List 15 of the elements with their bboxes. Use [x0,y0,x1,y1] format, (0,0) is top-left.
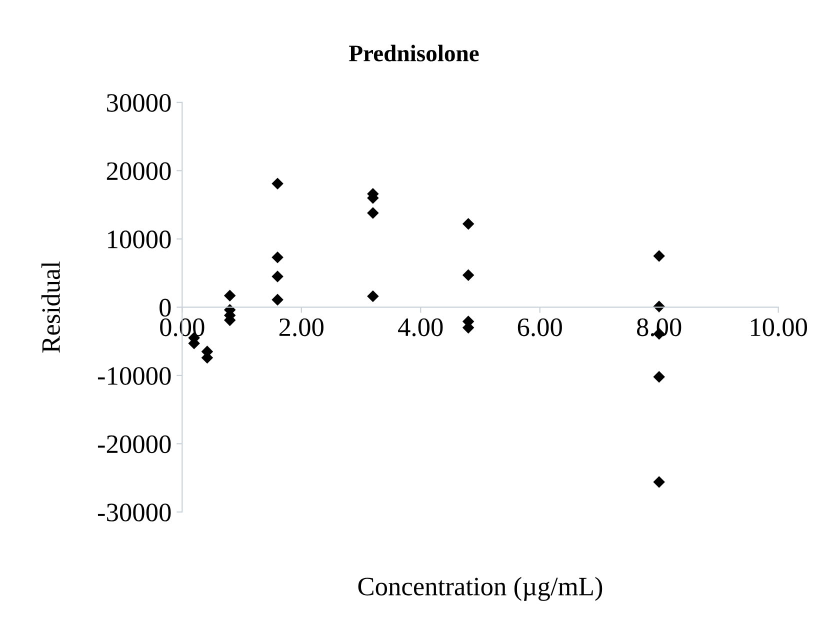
y-tick-label: -30000 [98,504,171,522]
y-tick-label: 10000 [108,230,171,248]
y-tick-label: 0 [160,298,171,317]
y-tick-label: 20000 [106,162,171,180]
x-tick-label: 10.00 [750,318,807,336]
y-tick-label: -20000 [98,435,171,454]
x-axis-title: Concentration (µg/mL) [358,576,602,601]
x-tick-label: 0.00 [160,318,204,336]
y-tick-label: -10000 [98,367,171,385]
x-tick-label: 2.00 [279,318,324,336]
y-axis-title: Residual [41,262,60,353]
chart-title: Prednisolone [349,44,479,62]
y-tick-label: 30000 [107,94,171,112]
x-tick-label: 4.00 [398,318,443,336]
x-tick-label: 6.00 [518,318,562,336]
